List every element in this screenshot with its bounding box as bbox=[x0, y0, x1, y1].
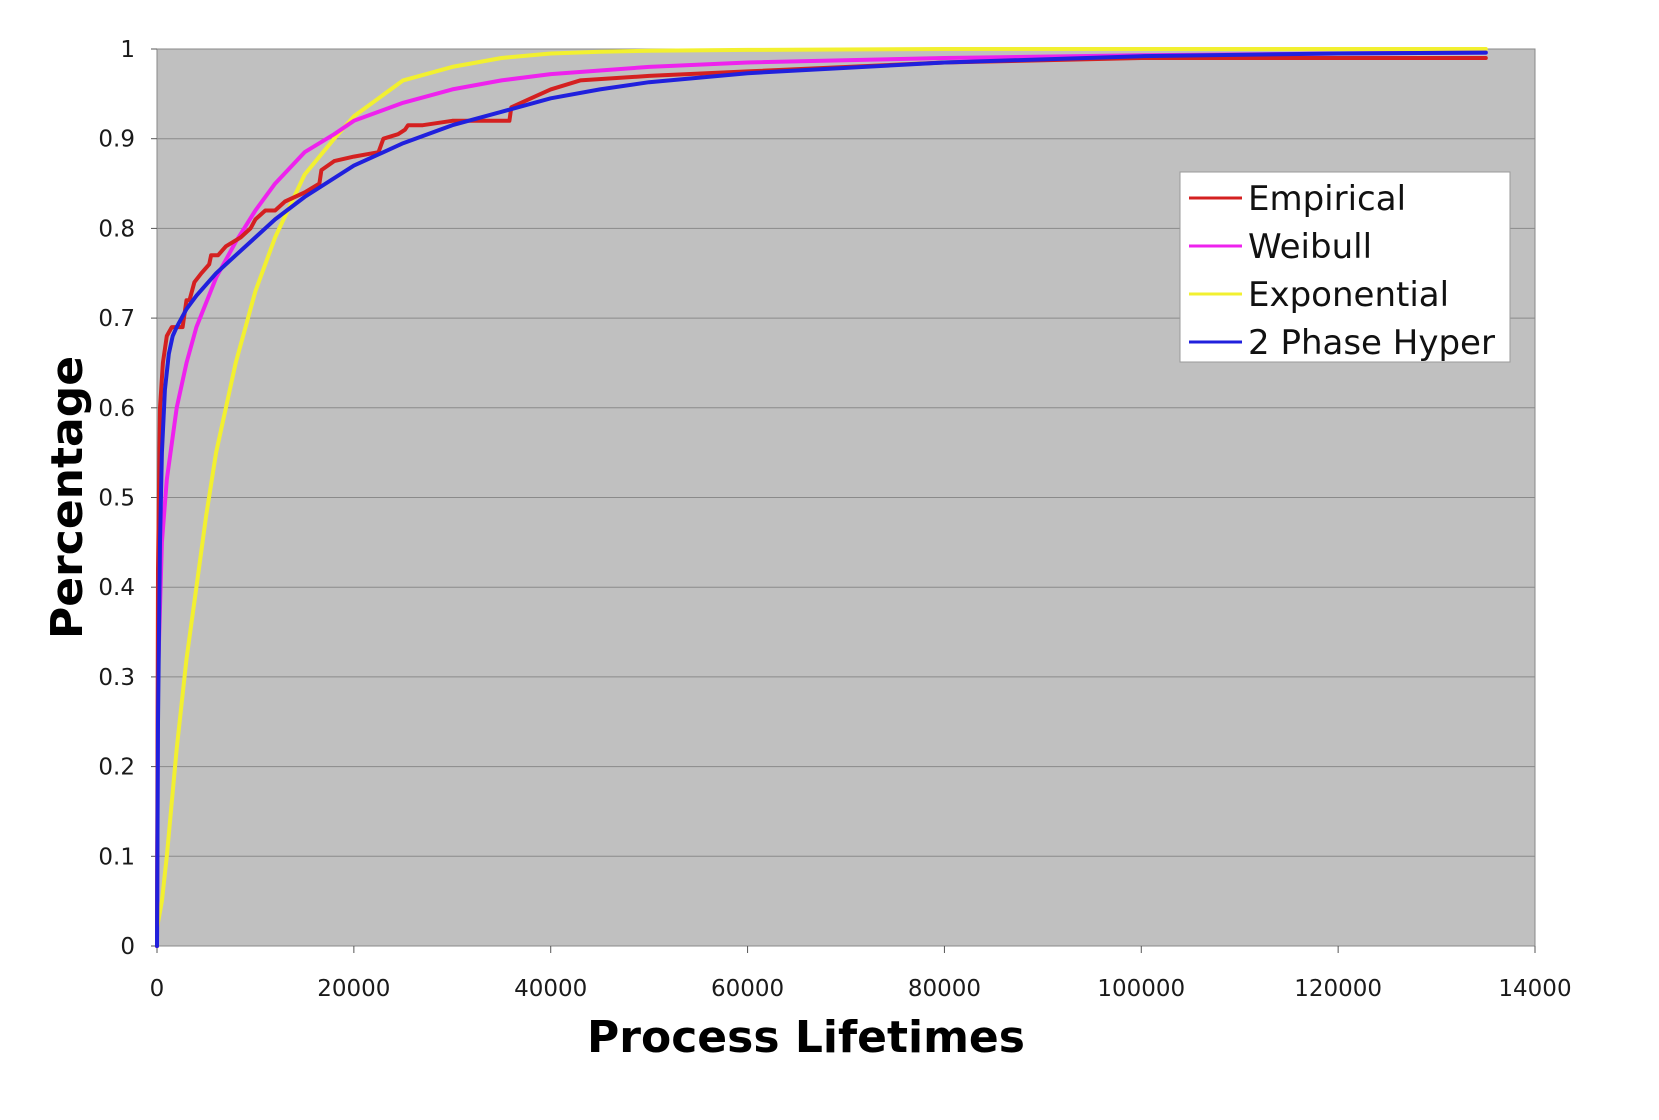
series-line-2-phase-hyper bbox=[155, 50, 1488, 948]
series-line-exponential bbox=[155, 47, 1488, 931]
y-tick-label: 0.8 bbox=[98, 216, 135, 242]
x-tick-label: 20000 bbox=[317, 976, 390, 1002]
y-tick-label: 0.4 bbox=[98, 575, 135, 601]
x-axis-ticks: 0 20000 40000 60000 80000 100000 120000 14000 bbox=[150, 946, 1572, 1002]
x-tick-label: 120000 bbox=[1294, 976, 1382, 1002]
legend-label: 2 Phase Hyper bbox=[1248, 323, 1495, 363]
y-axis-ticks: 0 0.1 0.2 0.3 0.4 0.5 0.6 0.7 0.8 0.9 1 bbox=[98, 37, 157, 960]
y-tick-label: 0.1 bbox=[98, 844, 135, 870]
x-tick-label: 14000 bbox=[1498, 976, 1571, 1002]
y-tick-label: 1 bbox=[120, 37, 135, 63]
x-tick-label: 80000 bbox=[908, 976, 981, 1002]
y-tick-label: 0 bbox=[120, 934, 135, 960]
y-tick-label: 0.9 bbox=[98, 127, 135, 153]
series-line-weibull bbox=[155, 50, 1488, 948]
y-tick-label: 0.2 bbox=[98, 755, 135, 781]
x-tick-label: 100000 bbox=[1097, 976, 1185, 1002]
legend: Empirical Weibull Exponential 2 Phase Hyper bbox=[1179, 171, 1511, 363]
legend-label: Exponential bbox=[1248, 275, 1449, 315]
y-tick-label: 0.6 bbox=[98, 396, 135, 422]
series-lines bbox=[155, 47, 1488, 948]
y-tick-label: 0.7 bbox=[98, 306, 135, 332]
x-axis-title: Process Lifetimes bbox=[587, 1012, 1025, 1063]
legend-box bbox=[1179, 171, 1511, 363]
legend-label: Empirical bbox=[1248, 179, 1406, 219]
y-tick-label: 0.3 bbox=[98, 665, 135, 691]
y-tick-label: 0.5 bbox=[98, 486, 135, 512]
x-tick-label: 0 bbox=[150, 976, 165, 1002]
x-tick-label: 40000 bbox=[514, 976, 587, 1002]
legend-label: Weibull bbox=[1248, 227, 1372, 267]
y-axis-title: Percentage bbox=[42, 356, 93, 639]
x-tick-label: 60000 bbox=[711, 976, 784, 1002]
